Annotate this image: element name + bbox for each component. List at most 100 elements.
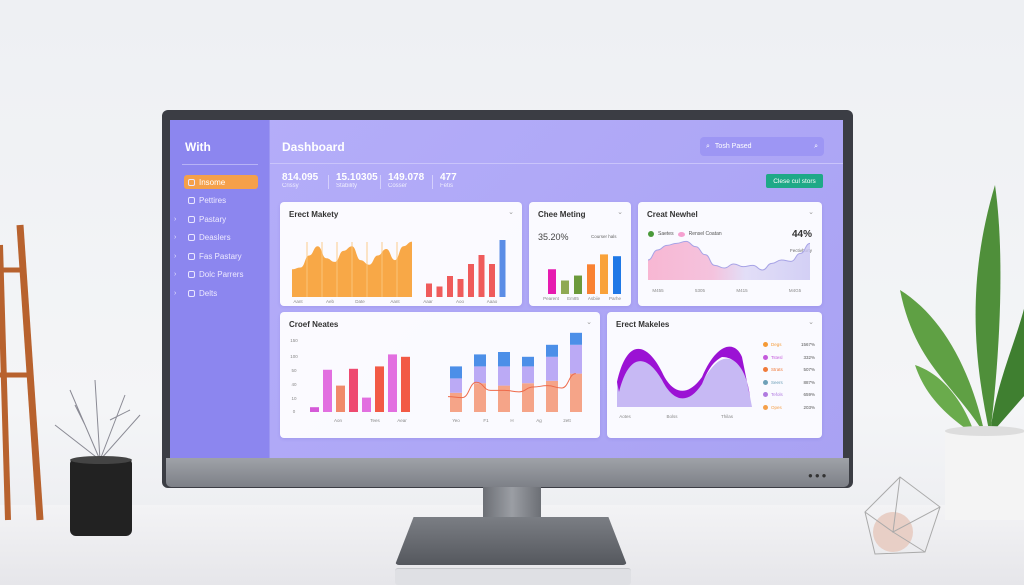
bar — [600, 254, 608, 294]
bar — [426, 283, 432, 297]
stat: 814.095 Crissy — [282, 172, 318, 189]
legend-label: Tstesl — [771, 354, 783, 360]
card-chart: Pearent Em85 Asbiie Parhe — [543, 254, 621, 301]
sidebar-item-label: Deaslers — [199, 233, 231, 242]
nav-icon — [188, 234, 195, 241]
search-submit-icon[interactable]: ⌕ — [814, 142, 818, 150]
sidebar: With Insome Pettires › Pastary › Deaslers › Fas… — [170, 120, 270, 458]
ladder-decoration — [0, 224, 44, 521]
legend-value: 332% — [803, 354, 815, 360]
stat-label: Crissy — [282, 183, 299, 189]
app-logo: With — [185, 140, 211, 154]
card-title: Croef Neates — [289, 320, 339, 329]
action-button[interactable]: Clese cul stors — [766, 174, 823, 188]
axis-label: Pearent — [543, 296, 560, 301]
sidebar-item[interactable]: › Delts — [174, 286, 258, 300]
y-axis-label: 50 — [291, 368, 297, 373]
y-axis-label: 10 — [291, 396, 297, 401]
line-series — [447, 373, 576, 399]
bar — [468, 264, 474, 297]
chevron-down-icon[interactable]: ⌄ — [586, 319, 592, 326]
legend-item: Seers 887% — [763, 379, 815, 385]
axis-label: F1 — [483, 418, 489, 423]
geometric-egg-decoration — [864, 476, 941, 555]
sidebar-item[interactable]: › Fas Pastary — [174, 249, 258, 263]
card-note: Courser hals — [591, 234, 617, 239]
nav-icon — [188, 252, 195, 260]
y-axis-label: 40 — [291, 382, 297, 387]
axis-label: Aon — [334, 418, 343, 423]
axis-label: 5305 — [695, 288, 706, 293]
card-creat-newhel: Creat Newhel ⌄ Saetes Rensel Coatan 44% … — [638, 202, 822, 306]
card-value: 44% — [791, 229, 812, 240]
axis-label: Yeo — [452, 418, 460, 423]
stacked-bar-segment — [522, 366, 534, 384]
search-input[interactable]: ⌕ Tosh Pased ⌕ — [700, 137, 824, 156]
bar — [336, 385, 345, 412]
stacked-bar-segment — [570, 332, 582, 345]
legend-item: Tstesl 332% — [763, 354, 815, 360]
legend-icon — [763, 379, 768, 385]
legend-value: 887% — [803, 379, 815, 385]
card-chart: Aant Aeb Date Aant Aaar Aoo Aaao — [292, 240, 506, 304]
axis-label: Thilas — [721, 414, 734, 419]
chevron-down-icon[interactable]: ⌄ — [508, 209, 514, 216]
bar — [457, 279, 464, 297]
chevron-right-icon: › — [174, 234, 177, 241]
axis-label: Aear — [397, 418, 407, 423]
legend-item: Opes 203% — [763, 404, 815, 410]
chevron-down-icon[interactable]: ⌄ — [617, 209, 623, 216]
divider — [328, 175, 329, 189]
sidebar-item[interactable]: › Deaslers — [174, 231, 258, 245]
legend-icon — [763, 392, 768, 397]
chevron-down-icon[interactable]: ⌄ — [808, 209, 814, 216]
legend-label: Seers — [771, 379, 783, 385]
legend-value: 203% — [803, 404, 815, 410]
card-note: Fectivhurty — [789, 248, 812, 253]
legend-dot-pink — [677, 231, 685, 237]
stacked-bar-segment — [450, 378, 462, 393]
axis-label: Asbiie — [588, 296, 601, 301]
monitor-stand-base — [395, 517, 627, 565]
stat-label: Fetis — [440, 183, 454, 189]
sidebar-item[interactable]: Insome — [184, 175, 258, 189]
card-title: Chee Meting — [538, 210, 586, 219]
stacked-bar-segment — [450, 366, 462, 379]
axis-label: Aant — [390, 299, 400, 304]
sidebar-item-label: Delts — [199, 288, 218, 298]
card-chee-meting: Chee Meting ⌄ 35.20% Courser hals Pearen… — [529, 202, 631, 306]
stat-value: 149.078 — [388, 172, 425, 183]
axis-label: Date — [355, 299, 365, 304]
card-value: 35.20% — [538, 232, 569, 242]
stat-label: Cosser — [388, 183, 408, 189]
bar — [388, 354, 397, 412]
legend-item: Tefols 659% — [763, 392, 815, 397]
sidebar-item[interactable]: › Pastary — [174, 212, 258, 226]
stacked-bar-segment — [546, 344, 558, 357]
chevron-right-icon: › — [174, 215, 177, 223]
axis-label: H — [510, 418, 513, 423]
area-series — [648, 241, 810, 280]
card-erect-makeles: Erect Makeles ⌄ Aotes Bolss Thilas Degs 156… — [607, 312, 822, 438]
chevron-down-icon[interactable]: ⌄ — [808, 319, 814, 326]
bar — [310, 407, 319, 412]
axis-label: Aaao — [487, 299, 498, 304]
chevron-right-icon: › — [174, 271, 177, 278]
legend-icon — [763, 342, 768, 347]
bar — [436, 286, 443, 297]
sidebar-item[interactable]: Pettires — [184, 194, 258, 208]
card-title: Erect Makeles — [616, 320, 670, 329]
page-title: Dashboard — [282, 140, 345, 154]
legend-label: Opes — [771, 404, 782, 410]
sidebar-item-label: Pastary — [199, 214, 227, 224]
axis-label: M4G5 — [789, 288, 802, 293]
stat: 477 Fetis — [440, 172, 457, 189]
search-icon: ⌕ — [706, 142, 710, 150]
legend-item: Strats 507% — [763, 367, 815, 372]
stat-value: 15.10305 — [336, 172, 378, 183]
stacked-bar-segment — [570, 373, 582, 412]
legend-label: Saetes — [658, 231, 674, 237]
bar — [574, 275, 582, 294]
sidebar-item[interactable]: › Dolc Parrers — [174, 268, 258, 282]
dashboard-screen: With Insome Pettires › Pastary › Deaslers › Fas… — [170, 120, 843, 458]
